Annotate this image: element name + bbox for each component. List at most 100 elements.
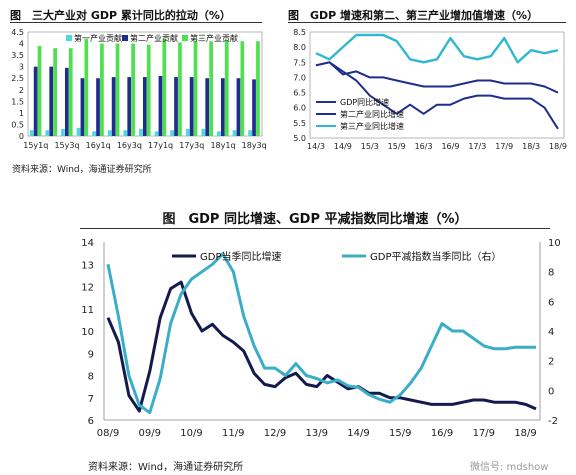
bar-第三产业贡献 [193,41,198,136]
y-left-tick-label: 9 [88,349,94,360]
bar-第三产业贡献 [37,45,42,136]
bar-第二产业贡献 [220,78,225,136]
bar-第二产业贡献 [33,66,38,136]
bar-第二产业贡献 [49,66,54,136]
bar-第三产业贡献 [131,43,135,136]
chart2-header: 图 GDP 增速和第二、第三产业增加值增速（%） [288,4,566,23]
x-tick-label: 14/9 [334,142,352,151]
x-tick-label: 12/9 [264,428,286,439]
bar-第二产业贡献 [252,79,256,136]
bar-第三产业贡献 [178,42,182,136]
chart2-line: 5.0 5.5 6.0 6.5 7.0 7.5 8.0 8.5 14/3 14/9 15/3 15/9… [293,28,567,151]
bar-第一产业贡献 [92,131,96,136]
bar-第一产业贡献 [232,130,237,136]
x-tick-label: 18/3 [522,142,540,151]
x-tick-label: 10/9 [180,428,202,439]
x-tick-label: 13/9 [306,428,328,439]
bar-第二产业贡献 [158,75,163,136]
x-tick-label: 15/9 [388,142,406,151]
y-left-tick-label: 6 [88,416,94,427]
y-left-tick-label: 12 [81,283,94,294]
x-tick-label: 17/9 [473,428,495,439]
bar-第三产业贡献 [100,43,104,136]
x-tick-label: 09/9 [139,428,161,439]
series-line-GDP同比增速 [315,61,559,94]
x-tick-label: 15/3 [361,142,379,151]
chart3-header: 图 GDP 同比增速、GDP 平减指数同比增速（%） [80,208,550,229]
y-tick-label: 7.5 [293,58,306,67]
bar-第三产业贡献 [209,41,213,136]
y-left-tick-label: 7 [88,394,94,405]
legend-label: GDP当季同比增速 [200,250,281,263]
bar-第一产业贡献 [217,131,221,136]
y-tick-label: 3 [19,63,24,72]
y-left-tick-label: 14 [81,238,94,249]
y-tick-label: 0.5 [11,120,24,129]
series-line-第三产业同比增速 [315,33,559,64]
bar-第三产业贡献 [162,38,167,136]
legend-label: 第二产业同比增速 [340,109,404,119]
plot-frame [309,31,565,139]
x-tick-label: 16/3 [415,142,433,151]
x-tick-label: 17y3q [179,141,204,150]
y-right-tick-label: 8 [548,268,554,279]
x-tick-label: 15/9 [389,428,411,439]
x-tick-label: 16/9 [431,428,453,439]
chart3-title: 图 GDP 同比增速、GDP 平减指数同比增速（%） [162,212,468,227]
y-left-tick-label: 11 [81,305,94,316]
bar-第二产业贡献 [64,67,69,136]
bar-第一产业贡献 [123,130,128,136]
watermark: 微信号: mdshow [470,462,549,473]
y-right-tick-label: 6 [548,297,554,308]
y-tick-label: 4 [19,40,24,49]
series-line-第二产业同比增速 [315,61,559,130]
legend-label: 第一产业贡献 [74,33,122,43]
y-left-tick-label: 8 [88,372,94,383]
chart3-source: 资料来源：Wind，海通证券研究所 [88,462,244,473]
y-tick-label: 6.5 [293,89,306,98]
bar-第二产业贡献 [111,77,116,136]
y-tick-label: 0 [19,132,24,141]
x-tick-label: 16y1q [86,141,111,150]
bar-第二产业贡献 [189,77,194,136]
y-tick-label: 3.5 [11,51,24,60]
y-tick-label: 1.5 [11,97,24,106]
legend-label: 第三产业同比增速 [340,121,404,131]
bar-第三产业贡献 [84,38,89,136]
x-tick-label: 16/9 [441,142,459,151]
bar-第一产业贡献 [170,130,174,136]
bar-第一产业贡献 [61,129,65,136]
y-tick-label: 2.5 [11,74,24,83]
series-line-GDP当季同比增速 [106,280,537,413]
chart1-header: 图 三大产业对 GDP 累计同比的拉动（%） [10,4,262,23]
y-tick-label: 5.5 [293,119,306,128]
bar-第二产业贡献 [80,78,85,136]
x-tick-label: 16y3q [117,141,142,150]
bar-第一产业贡献 [139,129,143,136]
chart3-line: 6 7 8 9 10 11 12 13 14 -2 0 2 4 6 8 10 08/9 09/9 10/9 11/9 1… [81,238,560,439]
legend-label: GDP平减指数当季同比（右） [370,250,501,263]
bar-第三产业贡献 [146,44,151,136]
bar-第一产业贡献 [76,127,81,136]
bar-第三产业贡献 [115,43,120,136]
y-tick-label: 6.0 [293,104,306,113]
chart1-source: 资料来源：Wind，海通证券研究所 [12,165,152,175]
x-tick-label: 08/9 [97,428,119,439]
chart2-title: 图 GDP 增速和第二、第三产业增加值增速（%） [288,9,539,22]
x-tick-label: 17/9 [495,142,513,151]
y-right-tick-label: 2 [548,357,554,368]
x-tick-label: 18/9 [514,428,536,439]
y-tick-label: 7.0 [293,73,306,82]
bar-第一产业贡献 [185,129,190,136]
bar-第三产业贡献 [53,48,57,136]
y-tick-label: 1 [19,109,24,118]
bar-第三产业贡献 [68,48,73,136]
y-tick-label: 8.0 [293,43,306,52]
bar-第一产业贡献 [201,129,206,136]
x-tick-label: 18y3q [242,141,267,150]
y-tick-label: 5.0 [293,134,306,143]
chart1-bar: 0 0.5 1 1.5 2 2.5 3 3.5 4 4.5 15y1q 15y3q 16y1q 16y3q… [11,28,267,150]
y-tick-label: 2 [19,86,24,95]
x-tick-label: 18y1q [210,141,235,150]
